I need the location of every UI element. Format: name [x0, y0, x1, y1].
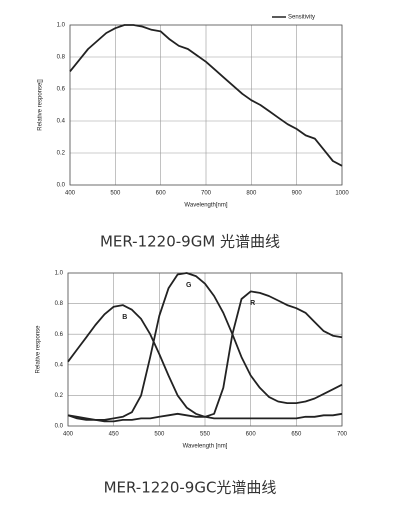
y-tick-label: 0.4 [55, 362, 64, 368]
x-axis-label: Wavelength [nm] [183, 444, 228, 450]
x-tick-label: 400 [65, 191, 76, 197]
y-tick-label: 0.2 [55, 393, 64, 399]
plot-frame [67, 272, 343, 427]
y-tick-label: 1.0 [55, 271, 64, 277]
caption: MER-1220-9GM 光谱曲线 [100, 233, 280, 251]
plot-frame [69, 24, 343, 186]
line-series [69, 24, 343, 167]
series-label: G [186, 282, 192, 289]
y-tick-label: 0.0 [55, 424, 64, 430]
y-axis-label: Relative response [36, 325, 42, 374]
x-tick-label: 900 [292, 191, 303, 197]
x-tick-label: 450 [109, 432, 120, 438]
series-label: R [250, 300, 255, 307]
x-tick-label: 600 [156, 191, 167, 197]
y-tick-label: 0.8 [57, 55, 66, 61]
x-tick-label: 700 [337, 432, 348, 438]
y-tick-label: 0.2 [57, 151, 66, 157]
line-series [67, 290, 343, 423]
x-axis-label: Wavelength[nm] [184, 203, 227, 209]
y-axis-label: Relative response[] [38, 79, 44, 131]
legend-label: Sensitivity [288, 15, 315, 21]
y-tick-label: 0.6 [57, 87, 66, 93]
y-tick-label: 1.0 [57, 23, 66, 29]
x-tick-label: 1000 [335, 191, 349, 197]
x-tick-label: 800 [246, 191, 257, 197]
y-tick-label: 0.4 [57, 119, 66, 125]
x-tick-label: 550 [200, 432, 211, 438]
caption: MER-1220-9GC光谱曲线 [104, 479, 277, 497]
y-tick-label: 0.8 [55, 301, 64, 307]
x-tick-label: 500 [154, 432, 165, 438]
line-series [67, 272, 343, 421]
y-tick-label: 0.0 [57, 183, 66, 189]
x-tick-label: 600 [246, 432, 257, 438]
x-tick-label: 650 [291, 432, 302, 438]
x-tick-label: 500 [110, 191, 121, 197]
y-tick-label: 0.6 [55, 332, 64, 338]
x-tick-label: 700 [201, 191, 212, 197]
x-tick-label: 400 [63, 432, 74, 438]
series-label: B [122, 314, 127, 321]
